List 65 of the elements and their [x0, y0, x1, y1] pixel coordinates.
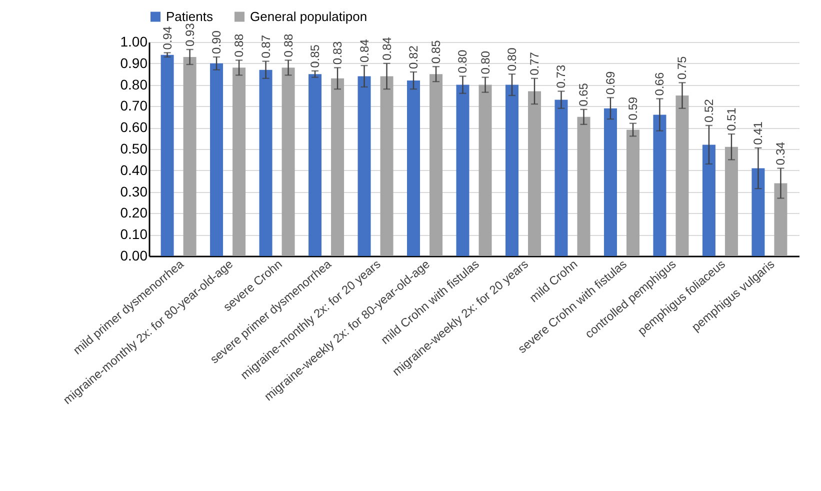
bar [478, 84, 492, 256]
bar [724, 146, 738, 256]
bar [259, 70, 272, 256]
bar [407, 80, 420, 256]
data-label: 0.90 [210, 30, 224, 54]
data-label: 0.34 [774, 142, 788, 166]
data-label: 0.73 [554, 64, 568, 88]
y-tick-label: 0.60 [120, 119, 148, 136]
y-tick-label: 0.10 [120, 226, 148, 242]
bar [380, 76, 394, 256]
y-tick-label: 0.80 [120, 76, 148, 92]
legend-label: General populatipon [250, 8, 368, 24]
bar [702, 144, 716, 256]
data-label: 0.93 [182, 22, 197, 46]
bar [183, 56, 196, 256]
data-label: 0.84 [380, 36, 394, 60]
bar [430, 74, 443, 256]
data-label: 0.69 [603, 70, 618, 95]
legend-label: Patients [166, 8, 214, 24]
data-label: 0.80 [504, 47, 519, 72]
data-label: 0.52 [702, 98, 716, 122]
data-label: 0.41 [751, 121, 766, 145]
y-tick-label: 0.20 [120, 204, 148, 221]
data-label: 0.84 [357, 38, 372, 63]
data-label: 0.82 [406, 45, 420, 69]
bar [676, 96, 689, 256]
bar [160, 54, 174, 256]
data-label: 0.51 [724, 107, 738, 132]
y-tick-label: 0.70 [120, 98, 148, 114]
data-label: 0.83 [330, 41, 345, 65]
bar [554, 100, 568, 256]
data-label: 0.80 [478, 50, 492, 74]
data-label: 0.77 [528, 52, 542, 76]
data-label: 0.85 [429, 40, 444, 64]
data-label: 0.87 [258, 34, 273, 58]
data-label: 0.80 [456, 50, 470, 74]
y-tick-label: 0.00 [120, 248, 148, 264]
bar [528, 91, 541, 256]
data-label: 0.88 [232, 34, 246, 58]
data-label: 0.75 [675, 56, 690, 80]
y-tick-label: 0.30 [120, 183, 148, 200]
y-tick-label: 0.50 [120, 140, 148, 156]
bar [774, 183, 788, 256]
bar [308, 74, 322, 256]
bar [604, 108, 617, 256]
bar [626, 130, 640, 256]
bar [577, 116, 590, 256]
data-label: 0.65 [576, 82, 591, 106]
bar [232, 68, 246, 256]
data-label: 0.66 [652, 72, 667, 96]
bar [358, 76, 371, 256]
data-label: 0.88 [281, 34, 296, 58]
data-label: 0.85 [308, 44, 322, 68]
bar [210, 63, 224, 256]
bar [282, 68, 295, 256]
data-label: 0.59 [626, 96, 640, 120]
bar [505, 84, 518, 256]
bar [456, 84, 470, 256]
y-tick-label: 1.00 [120, 34, 148, 50]
bar [331, 78, 344, 256]
bar [653, 114, 666, 256]
y-tick-label: 0.90 [120, 54, 148, 71]
y-tick-label: 0.40 [120, 162, 148, 178]
data-label: 0.94 [160, 26, 174, 50]
bar [752, 168, 765, 256]
